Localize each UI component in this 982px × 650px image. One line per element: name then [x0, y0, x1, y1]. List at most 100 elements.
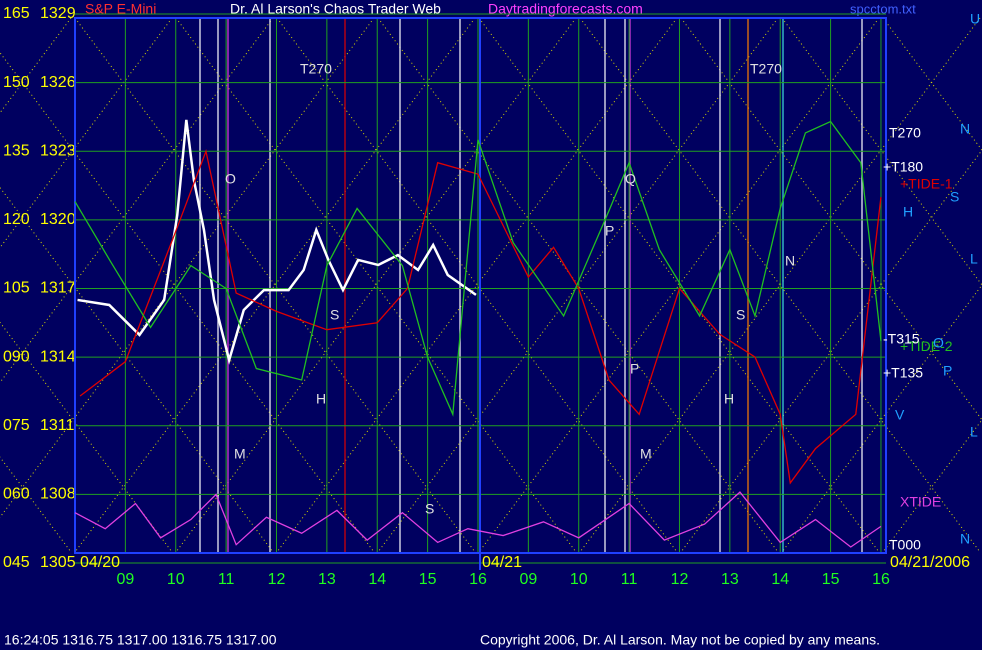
- annotation: N: [785, 253, 795, 269]
- annotation: T270: [300, 61, 332, 77]
- series-line: [74, 491, 882, 548]
- angle-line: [175, 17, 577, 553]
- chart-subtitle: S&P E-Mini: [85, 1, 156, 17]
- y-tick-label: 1317: [40, 280, 76, 297]
- angle-line: [579, 17, 981, 553]
- y2-tick-label: 120: [3, 211, 30, 228]
- date-label: 04/21: [482, 554, 522, 571]
- y2-tick-label: 090: [3, 348, 30, 365]
- y-tick-label: 1323: [40, 142, 76, 159]
- annotation: Q: [625, 171, 636, 187]
- annotation: P: [630, 361, 639, 377]
- y-tick-label: 1311: [40, 417, 75, 434]
- x-tick-label: 11: [621, 571, 638, 588]
- x-tick-label: 14: [368, 571, 386, 588]
- x-tick-label: 10: [167, 571, 185, 588]
- angle-line: [0, 321, 173, 553]
- x-tick-label: 14: [771, 571, 789, 588]
- copyright: Copyright 2006, Dr. Al Larson. May not b…: [480, 632, 880, 648]
- date-label: 04/21/2006: [890, 554, 970, 571]
- x-tick-label: 12: [671, 571, 689, 588]
- angle-line: [882, 419, 982, 553]
- x-tick-label: 15: [822, 571, 840, 588]
- angle-line: [175, 17, 577, 553]
- annotation: L: [970, 251, 978, 267]
- x-tick-label: 09: [116, 571, 134, 588]
- annotation: +T135: [883, 365, 923, 381]
- series-line: [74, 120, 882, 417]
- y-tick-label: 1314: [40, 348, 76, 365]
- date-label: 04/20: [80, 554, 120, 571]
- chart-title: Dr. Al Larson's Chaos Trader Web: [230, 1, 441, 17]
- annotation: +T180: [883, 159, 923, 175]
- angle-line: [74, 17, 476, 553]
- y-tick-label: 1320: [40, 211, 76, 228]
- series-line: [79, 148, 882, 485]
- angle-line: [0, 51, 375, 553]
- x-tick-label: 09: [519, 571, 537, 588]
- series-label: XTIDE: [900, 494, 941, 510]
- x-tick-label: 16: [469, 571, 487, 588]
- annotation: O: [225, 171, 236, 187]
- annotation: H: [316, 391, 326, 407]
- angle-line: [276, 17, 678, 553]
- annotation: H: [903, 204, 913, 220]
- y2-tick-label: 105: [3, 280, 30, 297]
- y2-tick-label: 150: [3, 74, 30, 91]
- annotation: S: [330, 307, 339, 323]
- annotation: S: [425, 501, 434, 517]
- x-tick-label: 13: [318, 571, 336, 588]
- y2-tick-label: 075: [3, 417, 30, 434]
- annotation: V: [895, 407, 905, 423]
- annotation: N: [960, 121, 970, 137]
- annotation: U: [970, 11, 980, 27]
- angle-line: [0, 456, 72, 553]
- y2-tick-label: 135: [3, 142, 30, 159]
- annotation: T270: [889, 125, 921, 141]
- annotation: S: [736, 307, 745, 323]
- annotation: H: [724, 391, 734, 407]
- annotation: P: [943, 363, 952, 379]
- angle-line: [0, 17, 375, 519]
- series-line: [77, 119, 477, 365]
- series-label: +TIDE-1: [900, 176, 953, 192]
- angle-line: [478, 17, 880, 553]
- annotation: M: [234, 446, 246, 462]
- x-tick-label: 16: [872, 571, 890, 588]
- x-tick-label: 15: [419, 571, 437, 588]
- annotation: T270: [750, 61, 782, 77]
- annotation: M: [640, 446, 652, 462]
- annotation: N: [960, 531, 970, 547]
- y-tick-label: 1308: [40, 486, 76, 503]
- y-tick-label: 1305: [40, 554, 76, 571]
- y-tick-label: 1326: [40, 74, 76, 91]
- site: Daytradingforecasts.com: [488, 1, 643, 17]
- angle-line: [377, 17, 779, 553]
- x-tick-label: 12: [268, 571, 286, 588]
- angle-line: [276, 17, 678, 553]
- annotation: P: [605, 223, 614, 239]
- angle-line: [781, 284, 982, 553]
- angle-line: [0, 186, 274, 553]
- annotation: T000: [889, 537, 921, 553]
- y2-tick-label: 045: [3, 554, 30, 571]
- y-tick-label: 1329: [40, 5, 76, 22]
- angle-line: [74, 17, 476, 553]
- x-tick-label: 11: [218, 571, 235, 588]
- x-tick-label: 13: [721, 571, 739, 588]
- annotation: S: [950, 189, 959, 205]
- annotation: O: [933, 335, 944, 351]
- annotation: L: [970, 424, 978, 440]
- angle-line: [478, 17, 880, 553]
- angle-line: [579, 17, 981, 553]
- angle-line: [377, 17, 779, 553]
- file-name: spcctom.txt: [850, 1, 916, 16]
- x-tick-label: 10: [570, 571, 588, 588]
- y2-tick-label: 060: [3, 486, 30, 503]
- y2-tick-label: 165: [3, 5, 30, 22]
- series-label: +TIDE-2: [900, 338, 953, 354]
- annotation: -T315: [883, 331, 920, 347]
